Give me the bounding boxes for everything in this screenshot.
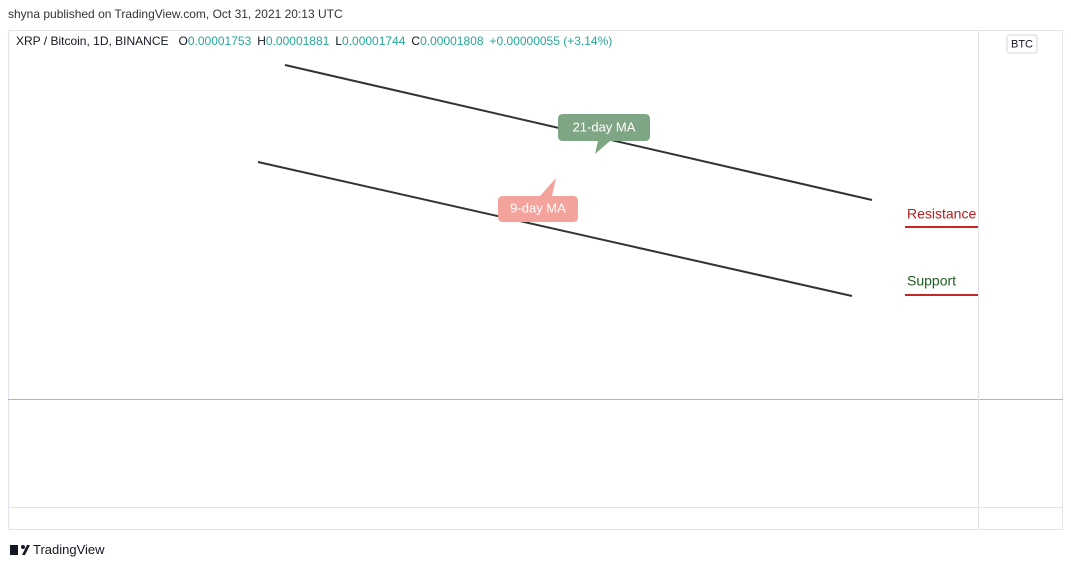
- logo-mark: [10, 545, 18, 555]
- symbol: XRP / Bitcoin, 1D, BINANCE: [16, 34, 169, 48]
- legend-key: L: [335, 34, 342, 48]
- ma9-label: 9-day MA: [510, 200, 566, 215]
- logo: TradingView: [10, 542, 105, 557]
- ma21-label: 21-day MA: [573, 119, 636, 134]
- resistance-label: Resistance: [907, 206, 976, 222]
- callouts: 21-day MA 9-day MA Resistance Support: [498, 114, 978, 296]
- legend-value: 0.00001881: [266, 34, 330, 48]
- frame: [8, 30, 1063, 530]
- ma21-callout: [558, 114, 650, 154]
- footer-brand: TradingView: [33, 542, 105, 557]
- support-label: Support: [907, 273, 956, 289]
- legend-value: 0.00001808: [420, 34, 484, 48]
- legend-line: XRP / Bitcoin, 1D, BINANCE O0.00001753 H0.…: [16, 34, 612, 48]
- currency-label: BTC: [1011, 38, 1033, 50]
- currency-button[interactable]: [1006, 34, 1038, 54]
- ohlc-legend: XRP / Bitcoin, 1D, BINANCE O0.00001753 H0.…: [16, 34, 612, 48]
- legend-key: O: [179, 34, 188, 48]
- ma9-callout: [498, 178, 578, 222]
- logo-slash: [22, 545, 30, 555]
- legend-value: 0.00001753: [188, 34, 252, 48]
- legend-value: 0.00001744: [342, 34, 406, 48]
- logo-dot: [21, 545, 25, 549]
- channel-lower: [257, 161, 853, 297]
- published-note: shyna published on TradingView.com, Oct …: [8, 7, 343, 21]
- legend-key: H: [257, 34, 266, 48]
- legend-change: +0.00000055 (+3.14%): [490, 34, 613, 48]
- channel: [257, 64, 873, 297]
- legend-key: C: [411, 34, 420, 48]
